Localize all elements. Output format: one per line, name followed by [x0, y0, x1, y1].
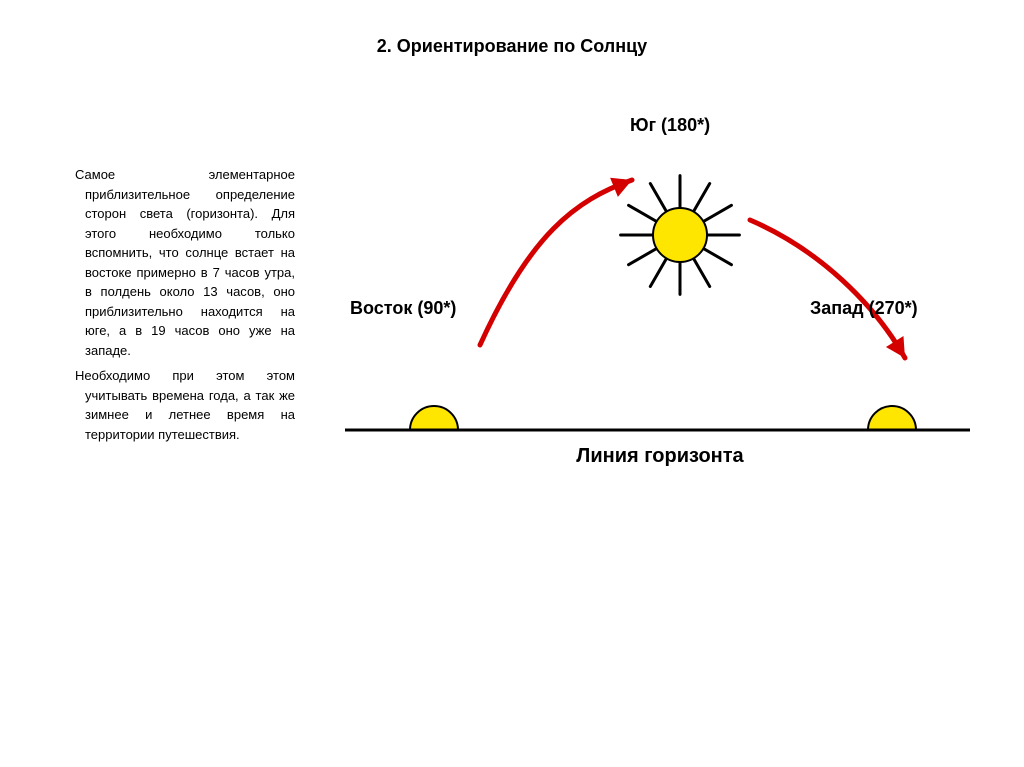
- south-sun: [621, 176, 740, 295]
- arrow-south-to-west: [750, 220, 905, 358]
- paragraph-2: Необходимо при этом этом учитывать време…: [75, 366, 295, 444]
- east-sun: [381, 406, 487, 430]
- sun-diagram: Юг (180*) Восток (90*) Запад (270*) Лини…: [330, 90, 990, 530]
- west-sun: [839, 406, 945, 430]
- paragraph-1: Самое элементарное приблизительное опред…: [75, 165, 295, 360]
- page-title: 2. Ориентирование по Солнцу: [0, 36, 1024, 57]
- arrow-east-to-south: [480, 178, 632, 345]
- south-label: Юг (180*): [630, 115, 710, 136]
- text-column: Самое элементарное приблизительное опред…: [75, 165, 295, 450]
- east-label: Восток (90*): [350, 298, 456, 319]
- west-label: Запад (270*): [810, 298, 918, 319]
- horizon-label: Линия горизонта: [330, 445, 990, 468]
